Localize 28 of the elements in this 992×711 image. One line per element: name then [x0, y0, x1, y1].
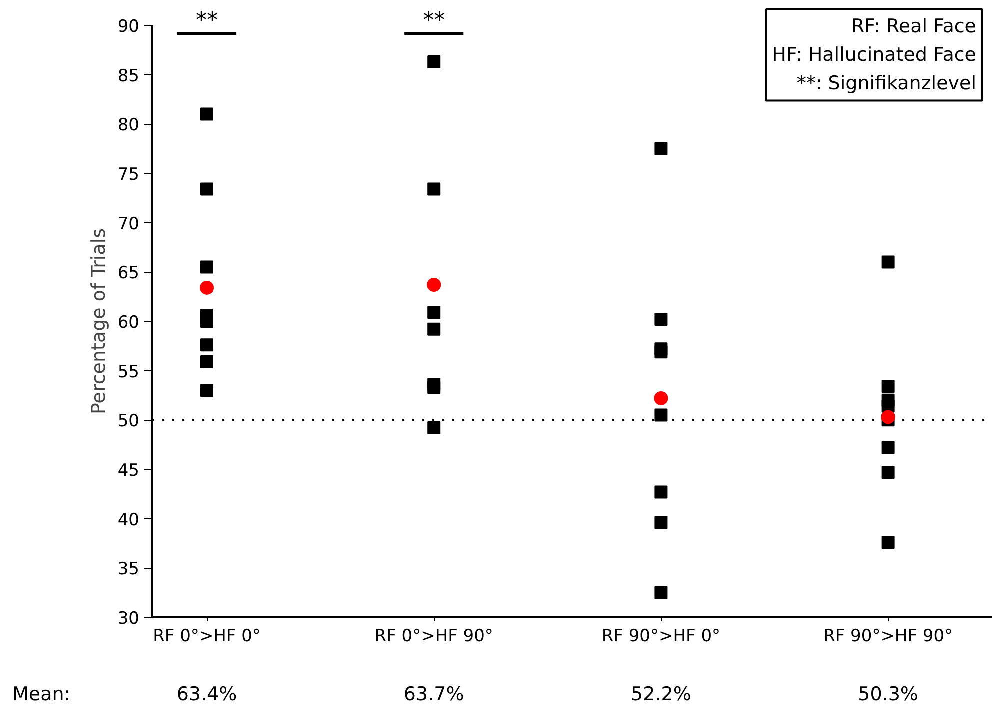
data-label: 63.4% [176, 684, 238, 706]
text: Mean: [12, 684, 71, 706]
y-tick-label: 80 [118, 116, 140, 136]
data-label: 52.2% [631, 684, 692, 706]
y-tick-label: 70 [118, 214, 140, 234]
annotation: **: Signifikanzlevel [796, 72, 977, 95]
annotation: ** [423, 8, 446, 34]
y-tick-label: 35 [118, 560, 140, 580]
data-label: 50.3% [858, 684, 918, 706]
annotation: ** [196, 8, 218, 34]
y-tick-label: 40 [118, 510, 140, 530]
y-tick-label: 90 [118, 17, 140, 37]
y-tick-label: 75 [118, 165, 140, 185]
annotation: HF: Hallucinated Face [772, 44, 977, 66]
data-label: 63.7% [404, 684, 464, 706]
y-tick-label: 55 [118, 362, 140, 382]
x-tick-label: RF 0°>HF 90° [374, 626, 494, 646]
y-tick-label: 65 [118, 264, 140, 284]
y-tick-label: 45 [118, 461, 140, 481]
x-tick-label: RF 90°>HF 0° [602, 626, 721, 646]
y-axis-title: Percentage of Trials [88, 228, 110, 414]
x-tick-label: RF 90°>HF 90° [824, 626, 954, 646]
y-tick-label: 50 [118, 412, 140, 432]
y-tick-label: 85 [118, 66, 140, 86]
y-tick-label: 30 [118, 609, 140, 629]
annotation: RF: Real Face [851, 16, 977, 38]
y-tick-label: 60 [118, 313, 140, 333]
x-tick-label: RF 0°>HF 0° [153, 626, 261, 646]
